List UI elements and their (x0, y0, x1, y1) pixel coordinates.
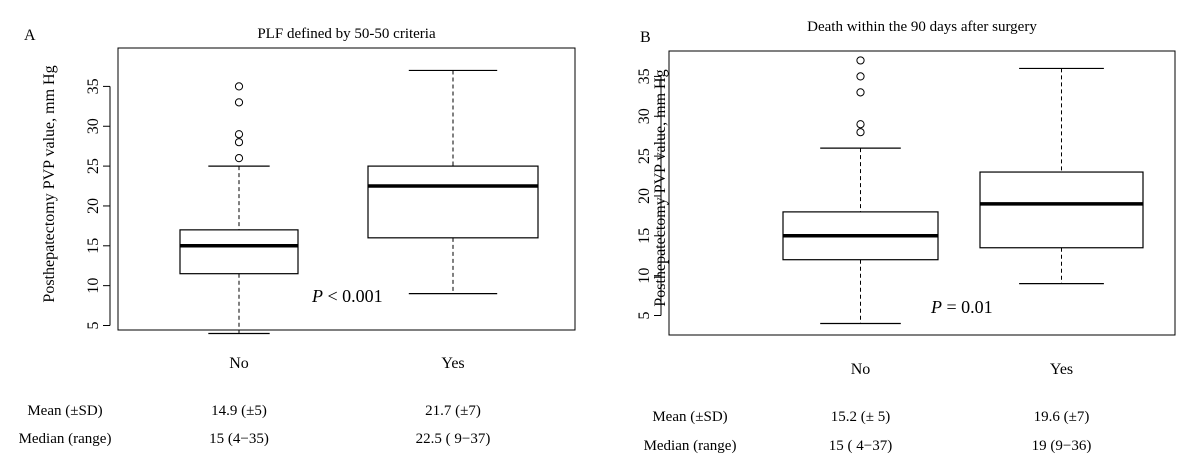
outlier-point (856, 128, 865, 137)
chart-title: Death within the 90 days after surgery (807, 19, 1037, 35)
y-tick-label: 15 (85, 238, 102, 254)
chart-title: PLF defined by 50-50 criteria (257, 26, 436, 42)
panel-a: A PLF defined by 50-50 criteria 5 10 15 20 25 3… (19, 26, 576, 447)
plot-frame (117, 47, 576, 331)
outlier-point (856, 56, 865, 65)
median-range-value: 22.5 ( 9−37) (416, 431, 491, 447)
y-tick-label: 30 (636, 108, 653, 124)
median-range-value: 15 ( 4−37) (829, 438, 892, 454)
y-tick-label: 20 (85, 198, 102, 214)
y-tick-label: 35 (636, 68, 653, 84)
plot-frame (668, 50, 1176, 336)
median-range-label: Median (range) (19, 431, 112, 447)
outlier-point (234, 82, 244, 91)
iqr-box (179, 229, 299, 275)
median-range-value: 15 (4−35) (209, 431, 269, 447)
panel-b: B Death within the 90 days after surgery 5… (636, 19, 1176, 454)
x-category-label: Yes (1050, 361, 1073, 378)
outlier-point (856, 120, 865, 129)
mean-sd-label: Mean (±SD) (27, 403, 102, 419)
p-value-text: < 0.001 (323, 286, 383, 306)
x-category-label: Yes (441, 355, 464, 372)
box-yes (367, 69, 539, 295)
outlier-point (856, 88, 865, 97)
p-value-annotation: P = 0.01 (930, 297, 993, 317)
y-tick-label: 25 (636, 148, 653, 164)
box-yes (979, 67, 1144, 285)
outlier-point (856, 72, 865, 81)
y-axis-label: Posthepatectomy PVP value, mm Hg (41, 65, 58, 302)
mean-sd-label: Mean (±SD) (652, 409, 727, 425)
panel-letter: A (24, 27, 36, 44)
p-value-annotation: P < 0.001 (311, 286, 383, 306)
median-range-label: Median (range) (644, 438, 737, 454)
median-range-value: 19 (9−36) (1032, 438, 1092, 454)
panel-letter: B (640, 29, 651, 46)
y-tick-label: 25 (85, 158, 102, 174)
outlier-point (234, 154, 244, 163)
mean-value: 14.9 (±5) (211, 403, 267, 419)
y-tick-label: 5 (85, 322, 102, 330)
y-axis-label: Posthepatectomy PVP value, mm Hg (652, 69, 669, 306)
x-category-label: No (229, 355, 249, 372)
p-symbol: P (930, 297, 942, 317)
mean-value: 21.7 (±7) (425, 403, 481, 419)
x-category-label: No (851, 361, 871, 378)
y-tick-label: 10 (636, 268, 653, 284)
y-tick-label: 10 (85, 278, 102, 294)
mean-value: 15.2 (± 5) (831, 409, 890, 425)
y-tick-label: 15 (636, 228, 653, 244)
p-symbol: P (311, 286, 323, 306)
y-tick-label: 30 (85, 118, 102, 134)
outlier-point (234, 98, 244, 107)
p-value-text: = 0.01 (942, 297, 993, 317)
outlier-point (234, 138, 244, 147)
mean-value: 19.6 (±7) (1034, 409, 1090, 425)
box-no (179, 82, 299, 335)
iqr-box (979, 171, 1144, 249)
outlier-point (234, 130, 244, 139)
y-tick-label: 5 (636, 312, 653, 320)
box-no (782, 56, 939, 325)
iqr-box (367, 165, 539, 239)
y-tick-label: 35 (85, 78, 102, 94)
y-tick-label: 20 (636, 188, 653, 204)
